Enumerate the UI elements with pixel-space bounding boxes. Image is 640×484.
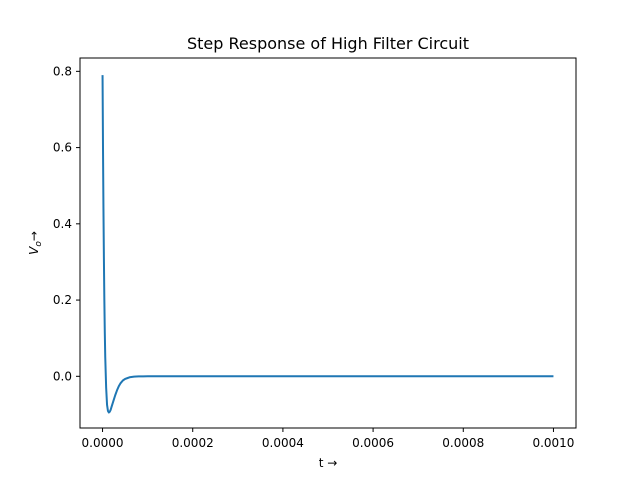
x-tick-label-5: 0.0010 bbox=[532, 436, 574, 450]
x-tick-label-3: 0.0006 bbox=[352, 436, 394, 450]
x-axis-ticks: 0.0000 0.0002 0.0004 0.0006 0.0008 0.0010 bbox=[82, 428, 574, 450]
x-tick-label-1: 0.0002 bbox=[172, 436, 214, 450]
x-tick-label-4: 0.0008 bbox=[442, 436, 484, 450]
x-tick-label-0: 0.0000 bbox=[82, 436, 124, 450]
y-axis-label-arrow: → bbox=[27, 231, 41, 241]
y-tick-label-2: 0.4 bbox=[53, 217, 72, 231]
series-line-0 bbox=[101, 75, 554, 414]
y-tick-label-4: 0.8 bbox=[53, 64, 72, 78]
plot-frame bbox=[79, 57, 577, 429]
y-axis-label-main: V bbox=[27, 246, 41, 255]
y-tick-label-0: 0.0 bbox=[53, 369, 72, 383]
y-axis-label-subscript: o bbox=[34, 241, 44, 247]
x-tick-label-2: 0.0004 bbox=[262, 436, 304, 450]
x-axis-label: t → bbox=[319, 456, 338, 470]
series-layer bbox=[101, 75, 554, 414]
chart-title: Step Response of High Filter Circuit bbox=[187, 34, 469, 53]
y-tick-label-1: 0.2 bbox=[53, 293, 72, 307]
y-tick-label-3: 0.6 bbox=[53, 141, 72, 155]
y-axis-ticks: 0.0 0.2 0.4 0.6 0.8 bbox=[53, 64, 80, 383]
y-axis-label: Vo→ bbox=[27, 231, 44, 255]
